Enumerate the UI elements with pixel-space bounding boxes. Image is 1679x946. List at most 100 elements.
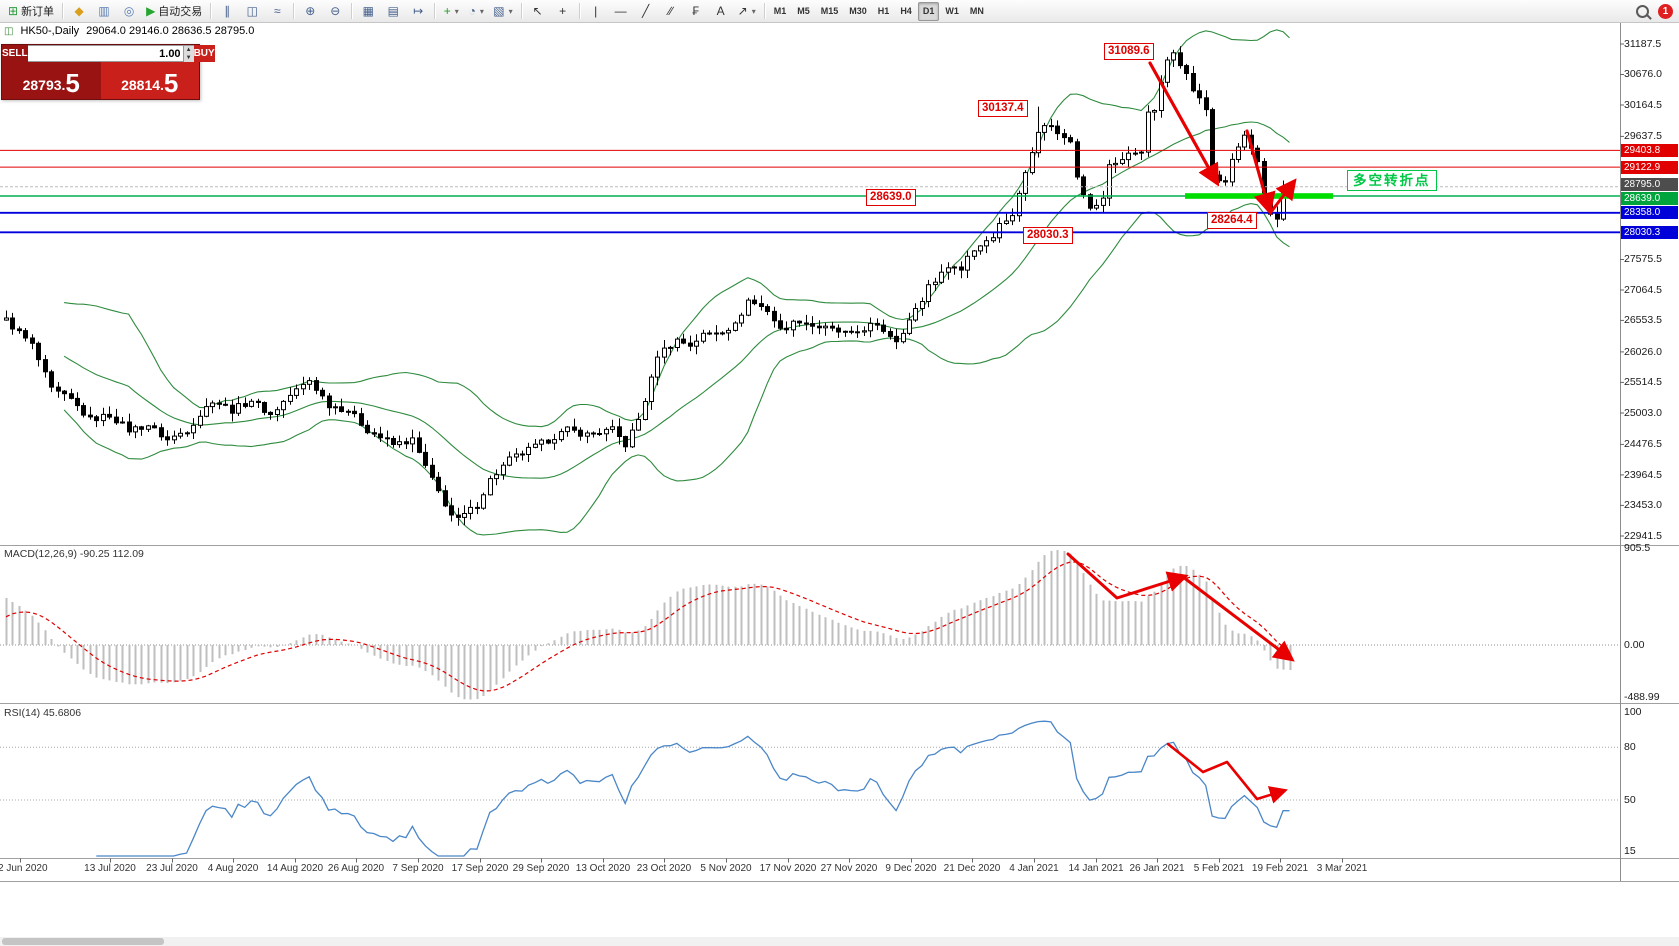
rsi-line — [96, 720, 1290, 857]
price-annotation-label[interactable]: 28264.4 — [1207, 212, 1257, 229]
volume-down-button[interactable]: ▼ — [182, 54, 194, 62]
volume-input[interactable] — [27, 46, 183, 61]
vertical-line-button[interactable]: | — [584, 1, 608, 21]
market-watch-button[interactable]: ◆ — [67, 1, 91, 21]
volume-field: ▲ ▼ — [27, 45, 194, 62]
time-axis-label: 29 Sep 2020 — [512, 863, 570, 874]
bars-chart-button[interactable]: ∥ — [215, 1, 239, 21]
indicators-icon: + — [443, 4, 451, 18]
text-icon: A — [716, 4, 725, 18]
data-window-button[interactable]: ▥ — [92, 1, 116, 21]
timeframe-h1-button[interactable]: H1 — [877, 6, 890, 16]
chart-shift-button[interactable]: ↦ — [406, 1, 430, 21]
time-axis-label: 13 Jul 2020 — [84, 863, 136, 874]
cascade-windows-button[interactable]: ▤ — [381, 1, 405, 21]
macd-trend-arrow-1 — [1066, 552, 1189, 600]
toolbar-separator — [210, 3, 212, 19]
price-annotation-label[interactable]: 31089.6 — [1104, 43, 1154, 60]
cursor-button[interactable]: ↖ — [526, 1, 550, 21]
toolbar-separator — [293, 3, 295, 19]
price-axis-label: 30676.0 — [1624, 68, 1662, 80]
turning-point-annotation[interactable]: 多空转折点 — [1347, 170, 1437, 191]
rsi-axis-label: 15 — [1624, 845, 1636, 857]
time-axis-label: 5 Feb 2021 — [1193, 863, 1245, 874]
notification-badge[interactable]: 1 — [1658, 3, 1673, 19]
arrows-button[interactable]: ↗ ▾ — [734, 1, 760, 21]
vertical-line-icon: | — [594, 4, 598, 18]
timeframe-h4-button[interactable]: H4 — [900, 6, 912, 16]
search-icon[interactable] — [1636, 4, 1652, 20]
horizontal-scrollbar[interactable] — [0, 937, 1679, 946]
time-axis-label: 27 Nov 2020 — [820, 863, 878, 874]
price-axis-badge: 28639.0 — [1621, 192, 1678, 205]
new-order-button-label: 新订单 — [21, 6, 55, 18]
buy-button[interactable]: BUY — [193, 45, 215, 62]
trendline-button[interactable]: ╱ — [634, 1, 658, 21]
price-drop-arrow-1 — [1148, 61, 1220, 187]
chart-shift-icon: ↦ — [413, 4, 424, 18]
time-axis-label: 26 Aug 2020 — [327, 863, 385, 874]
price-annotation-label[interactable]: 28030.3 — [1023, 227, 1073, 244]
price-axis-badge: 28358.0 — [1621, 206, 1678, 219]
sell-button[interactable]: SELL — [2, 45, 28, 62]
chart-symbol-period: HK50-,Daily — [20, 25, 80, 37]
time-axis-label: 4 Aug 2020 — [207, 863, 259, 874]
navigator-button[interactable]: ◎ — [117, 1, 141, 21]
price-axis-label: 26553.5 — [1624, 314, 1662, 326]
zoom-out-button[interactable]: ⊖ — [323, 1, 347, 21]
time-axis-label: 9 Dec 2020 — [885, 863, 937, 874]
fibonacci-button[interactable]: ₣ — [684, 1, 708, 21]
timeframe-m5-button[interactable]: M5 — [797, 6, 810, 16]
bollinger-lower-band — [63, 203, 1290, 536]
toolbar-separator — [434, 3, 436, 19]
timeframe-w1-button[interactable]: W1 — [945, 6, 959, 16]
volume-up-button[interactable]: ▲ — [182, 46, 194, 54]
timeframe-d1-button[interactable]: D1 — [917, 1, 940, 21]
price-annotation-label[interactable]: 28639.0 — [866, 189, 916, 206]
autotrade-button[interactable]: ▶ 自动交易 — [142, 1, 206, 21]
sell-price[interactable]: 28793. 5 — [2, 62, 101, 99]
macd-axis-label: -488.99 — [1624, 691, 1660, 703]
data-window-icon: ▥ — [98, 4, 110, 18]
rsi-trend-arrow — [1166, 742, 1288, 804]
rsi-axis-label: 50 — [1624, 794, 1636, 806]
templates-icon: ▧ — [493, 4, 505, 18]
chart-ohlc-values: 29064.0 29146.0 28636.5 28795.0 — [86, 25, 255, 37]
scrollbar-thumb[interactable] — [2, 938, 164, 945]
crosshair-button[interactable]: + — [551, 1, 575, 21]
main-toolbar: ⊞ 新订单 ◆ ▥ ◎ ▶ 自动交易 ∥ ◫ ≈ ⊕ ⊖ ▦ ▤ ↦ + ▾ ◔ ▾ ▧ ▾ ↖ + | — ╱ ∕∕ ₣ A ↗ ▾ M1 M… — [0, 0, 1679, 23]
tile-windows-icon: ▦ — [362, 4, 374, 18]
price-axis-label: 25514.5 — [1624, 376, 1662, 388]
time-axis-label: 17 Nov 2020 — [759, 863, 817, 874]
support-highlight-bar[interactable] — [1185, 193, 1333, 199]
zoom-in-icon: ⊕ — [305, 4, 316, 18]
timeframe-m1-button[interactable]: M1 — [773, 6, 787, 16]
timeframe-m30-button[interactable]: M30 — [849, 6, 867, 16]
annotation-arrows[interactable] — [1066, 61, 1297, 804]
horizontal-level-lines[interactable] — [0, 149, 1620, 234]
one-click-trading-panel: SELL ▲ ▼ BUY 28793.5 28814.5 — [1, 44, 215, 100]
periods-button[interactable]: ◔ ▾ — [464, 1, 488, 21]
timeframe-mn-button[interactable]: MN — [969, 6, 984, 16]
text-button[interactable]: A — [709, 1, 733, 21]
line-chart-icon: ≈ — [274, 4, 281, 18]
candlestick-chart-button[interactable]: ◫ — [240, 1, 264, 21]
channel-button[interactable]: ∕∕ — [659, 1, 683, 21]
zoom-in-button[interactable]: ⊕ — [298, 1, 322, 21]
dropdown-caret-icon: ▾ — [479, 6, 484, 16]
buy-price[interactable]: 28814. 5 — [100, 62, 199, 99]
indicators-button[interactable]: + ▾ — [439, 1, 463, 21]
price-axis-label: 27575.5 — [1624, 253, 1662, 265]
templates-button[interactable]: ▧ ▾ — [489, 1, 516, 21]
price-axis-label: 31187.5 — [1624, 38, 1662, 50]
tile-windows-button[interactable]: ▦ — [356, 1, 380, 21]
new-order-button[interactable]: ⊞ 新订单 — [4, 1, 58, 21]
timeframe-m15-button[interactable]: M15 — [820, 6, 839, 16]
bars-chart-icon: ∥ — [224, 4, 231, 18]
chart-title: ◫ HK50-,Daily 29064.0 29146.0 28636.5 28… — [4, 25, 254, 37]
price-annotation-label[interactable]: 30137.4 — [978, 100, 1028, 117]
horizontal-line-button[interactable]: — — [609, 1, 633, 21]
toolbar-separator — [62, 3, 64, 19]
line-chart-button[interactable]: ≈ — [265, 1, 289, 21]
